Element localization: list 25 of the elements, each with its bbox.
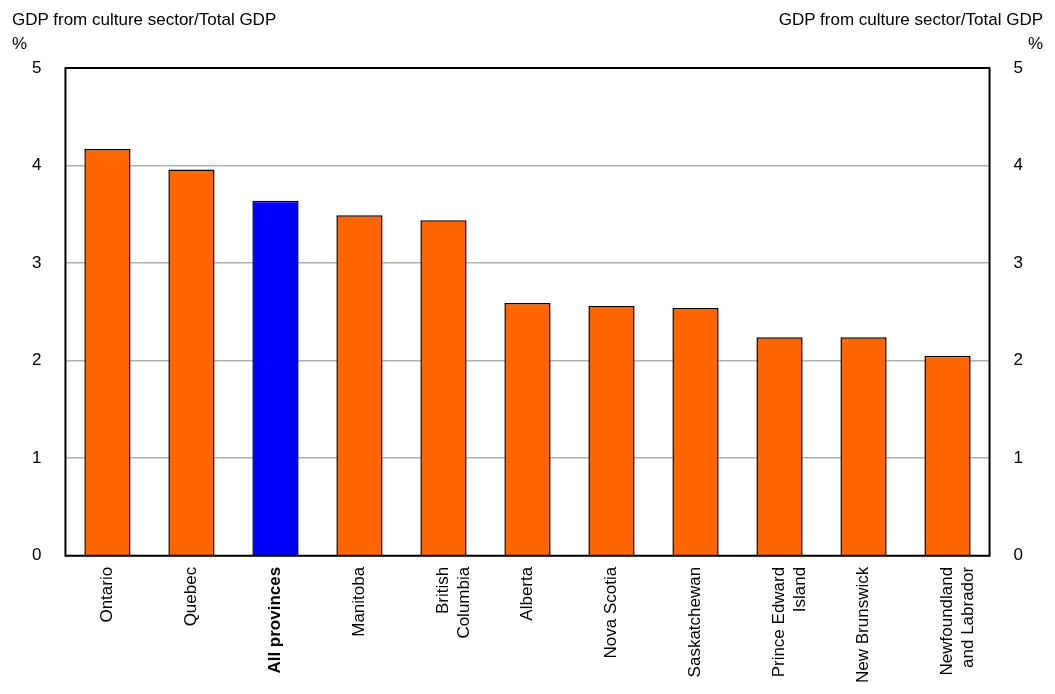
y2-tick-label: 1 — [1013, 447, 1024, 467]
y2-axis-title: GDP from culture sector/Total GDP % — [778, 10, 1043, 54]
x-tick-label: Nova Scotia — [601, 566, 621, 659]
y2-tick-label: 0 — [1013, 545, 1024, 565]
y-tick-label: 4 — [31, 155, 42, 175]
y-axis-title: GDP from culture sector/Total GDP % — [12, 10, 277, 54]
y2-tick-label: 5 — [1013, 57, 1024, 77]
y2-tick-label: 2 — [1013, 350, 1024, 370]
y-tick-label: 3 — [31, 252, 42, 272]
x-tick-label: Prince Edward Island — [769, 566, 809, 678]
x-tick-label: Saskatchewan — [685, 566, 705, 678]
y-tick-label: 2 — [31, 350, 42, 370]
x-tick-label: British Columbia — [433, 566, 473, 639]
y-tick-label: 1 — [31, 447, 42, 467]
y2-tick-label: 3 — [1013, 252, 1024, 272]
x-tick-label: New Brunswick — [853, 566, 873, 684]
x-tick-label: Alberta — [517, 566, 537, 621]
x-tick-label: Ontario — [97, 566, 117, 623]
y2-tick-label: 4 — [1013, 155, 1024, 175]
x-tick-label: Manitoba — [349, 566, 369, 637]
y-tick-label: 0 — [31, 545, 42, 565]
y-tick-label: 5 — [31, 57, 42, 77]
x-tick-label: Quebec — [181, 566, 201, 627]
x-tick-label: All provinces — [265, 566, 285, 674]
x-tick-label: Newfoundland and Labrador — [937, 566, 977, 676]
